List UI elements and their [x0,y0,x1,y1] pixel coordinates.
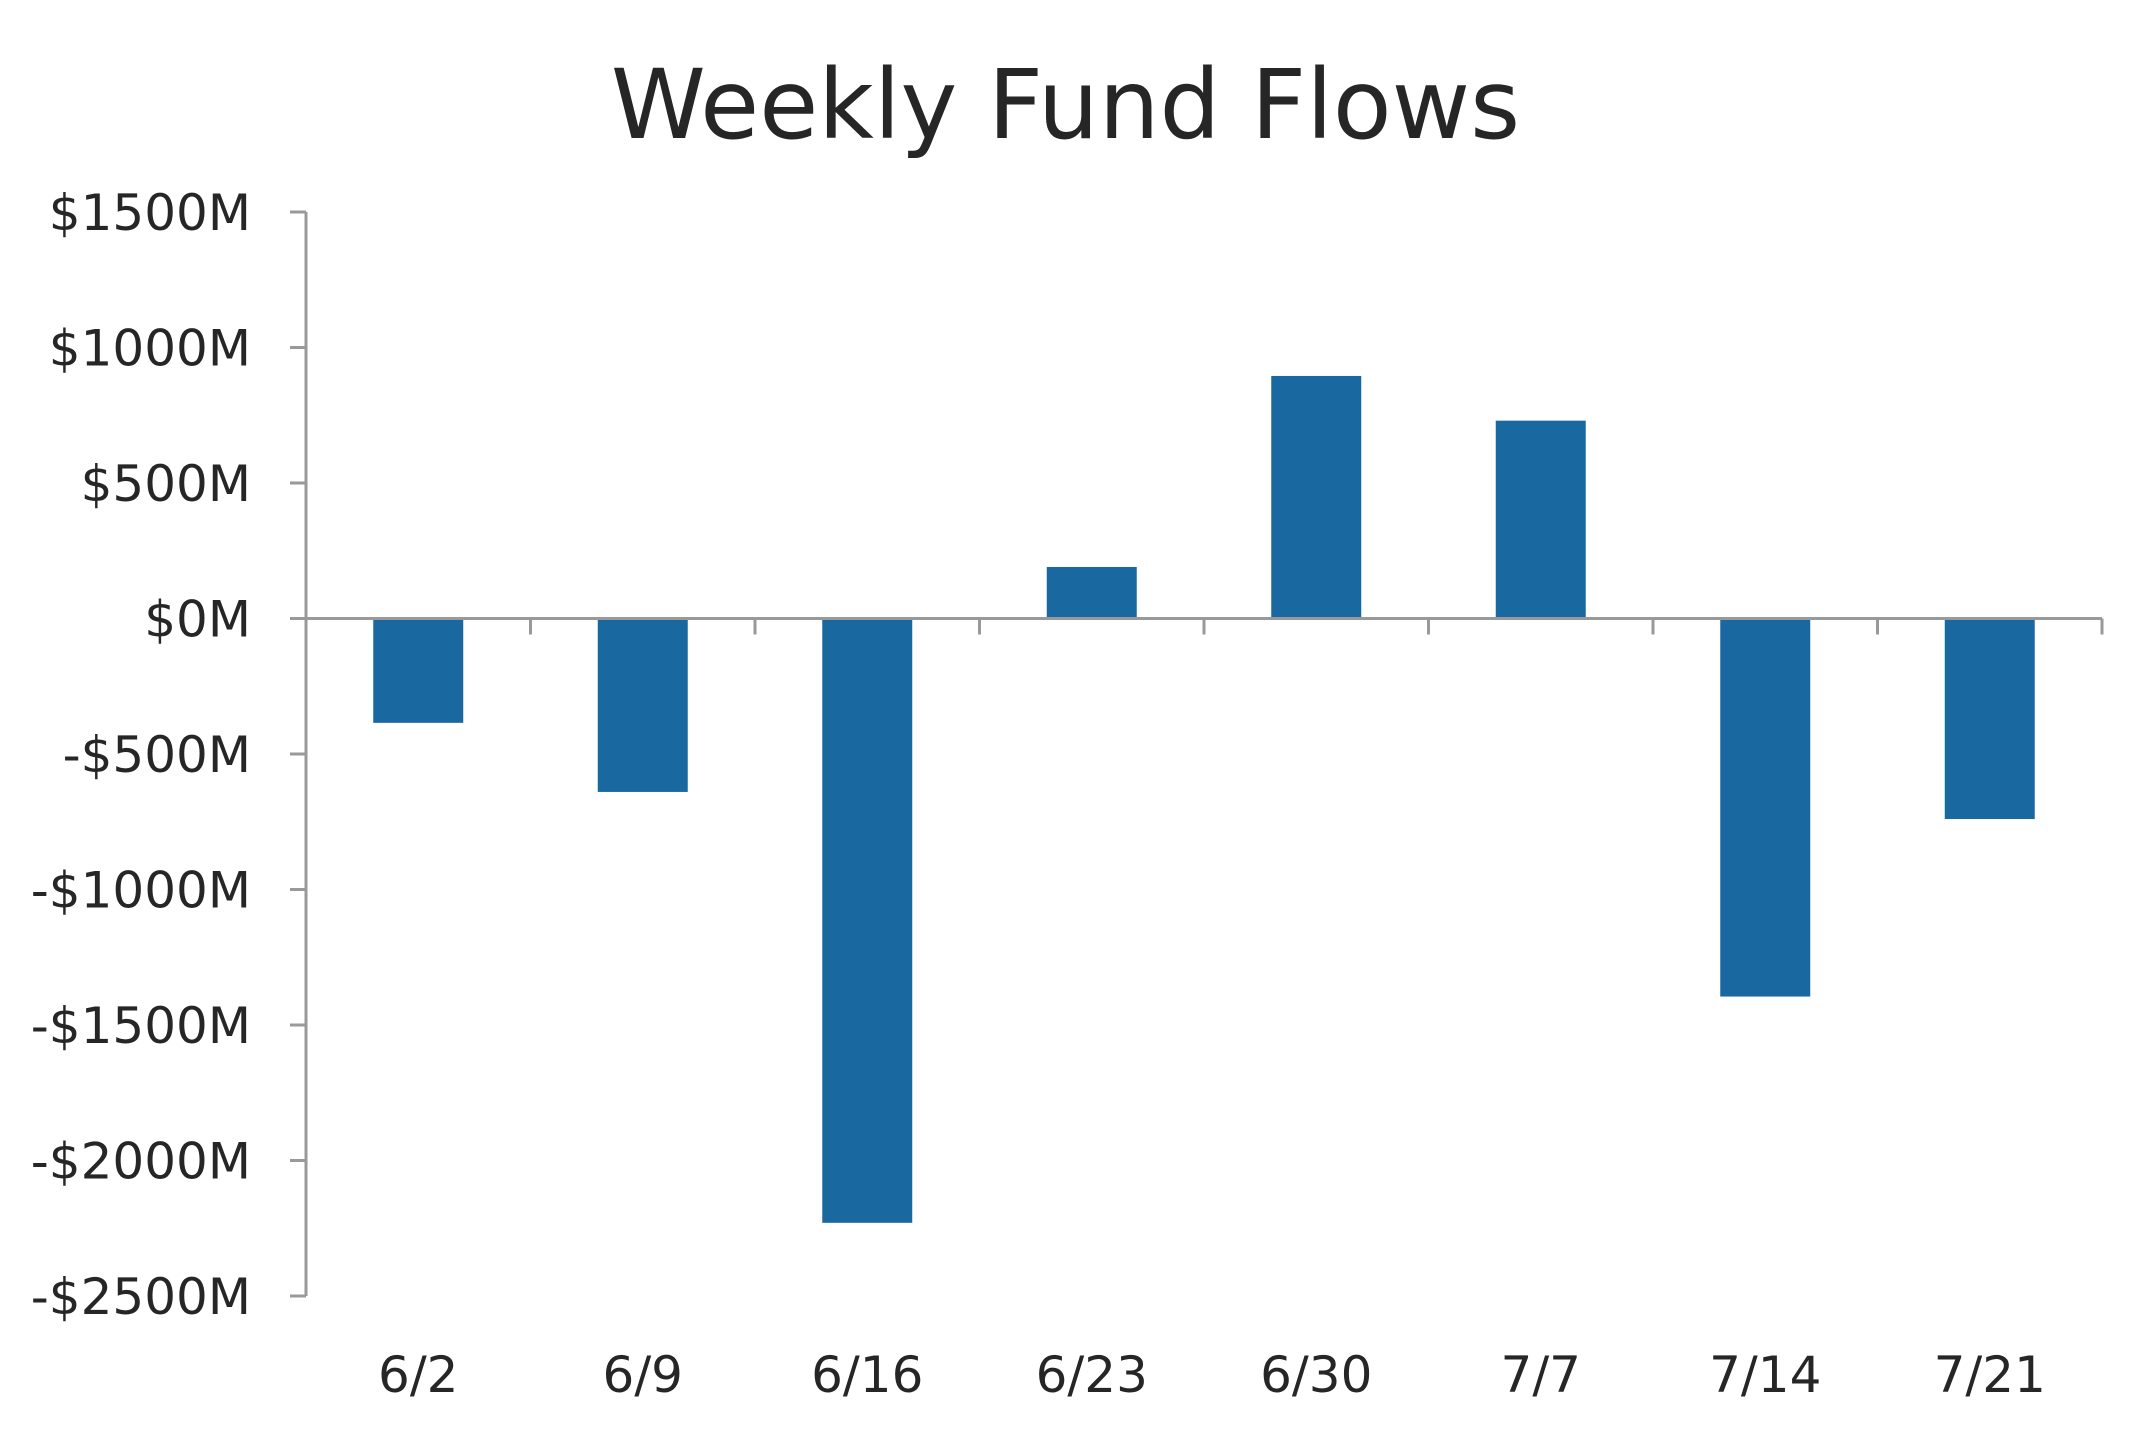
y-tick-label: -$2500M [31,1268,251,1326]
x-tick-label: 6/23 [1036,1346,1148,1404]
y-tick-label: -$500M [63,726,251,784]
bar-6-23 [1046,567,1137,619]
x-tick-label: 7/7 [1501,1346,1581,1404]
bar-7-21 [1944,618,2035,820]
x-tick-label: 7/14 [1709,1346,1821,1404]
y-tick-label: $500M [81,455,251,513]
chart-title: Weekly Fund Flows [610,49,1521,161]
y-tick-label: $0M [144,591,251,649]
x-tick-label: 6/2 [378,1346,458,1404]
y-tick-label: -$1000M [31,862,251,920]
x-tick-label: 6/30 [1260,1346,1372,1404]
y-tick-label: $1500M [49,184,251,242]
x-tick-label: 6/9 [603,1346,683,1404]
y-tick-label: -$1500M [31,997,251,1055]
y-tick-label: $1000M [49,320,251,378]
bar-7-7 [1495,420,1586,619]
bar-7-14 [1720,618,1811,997]
bar-6-16 [822,618,913,1223]
bar-6-30 [1271,375,1362,619]
x-tick-label: 7/21 [1934,1346,2046,1404]
bar-6-2 [373,618,464,723]
x-tick-label: 6/16 [811,1346,923,1404]
bar-6-9 [597,618,688,792]
y-tick-label: -$2000M [31,1133,251,1191]
